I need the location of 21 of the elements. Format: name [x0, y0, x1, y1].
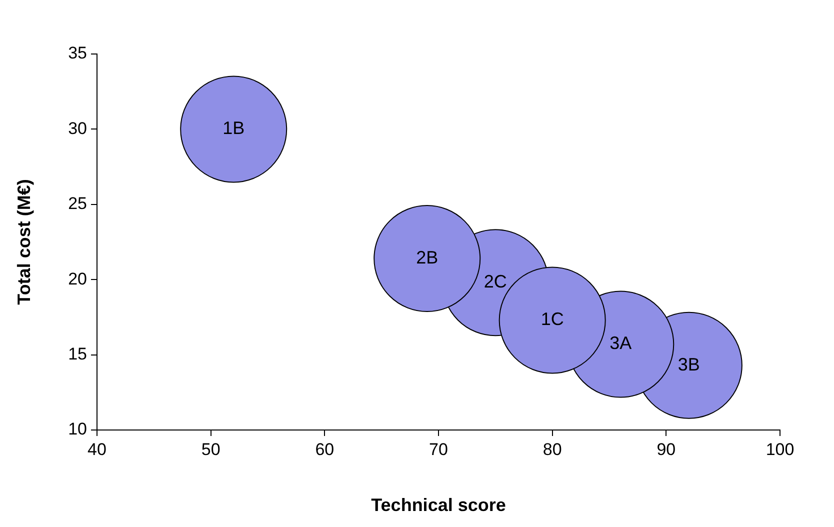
y-tick-label: 10	[68, 420, 87, 439]
y-tick-label: 35	[68, 44, 87, 63]
series-label: 2C	[484, 272, 507, 292]
x-tick-label: 60	[315, 440, 334, 459]
x-tick-label: 50	[201, 440, 220, 459]
y-tick-label: 30	[68, 118, 87, 138]
x-tick-label: 40	[88, 440, 106, 459]
series-label: 3B	[678, 354, 700, 374]
y-axis-title: Total cost (M€)	[14, 179, 34, 305]
x-tick-label: 70	[429, 440, 448, 459]
x-axis-title: Technical score	[371, 495, 506, 516]
series-label: 1B	[222, 118, 245, 138]
y-tick-label: 15	[68, 344, 87, 364]
series-label: 3A	[610, 333, 632, 354]
series-label: 1C	[540, 309, 564, 330]
series-label: 2B	[416, 248, 438, 268]
x-tick-label: 100	[766, 440, 794, 459]
x-tick-label: 90	[656, 440, 676, 459]
y-tick-label: 25	[68, 194, 87, 214]
x-tick-label: 80	[542, 440, 562, 459]
y-tick-label: 20	[68, 269, 87, 288]
